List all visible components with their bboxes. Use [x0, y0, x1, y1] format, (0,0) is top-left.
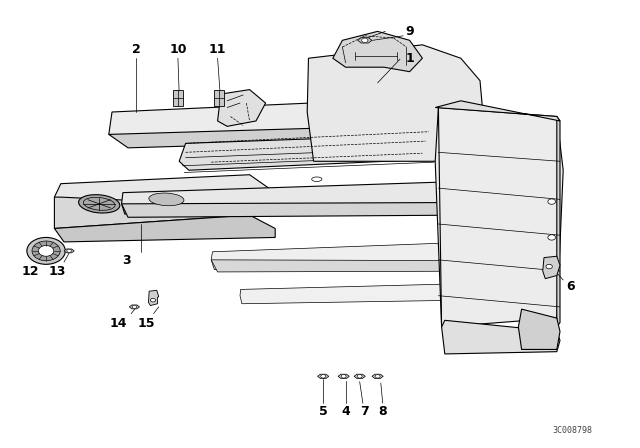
Polygon shape — [211, 260, 512, 272]
Polygon shape — [240, 282, 528, 304]
Text: 15: 15 — [137, 317, 155, 330]
Circle shape — [32, 241, 60, 261]
Text: 13: 13 — [49, 264, 67, 278]
Text: 1: 1 — [405, 52, 414, 65]
Circle shape — [341, 375, 346, 378]
Text: 3C008798: 3C008798 — [553, 426, 593, 435]
Text: 9: 9 — [405, 25, 414, 38]
Polygon shape — [179, 134, 454, 170]
Polygon shape — [518, 309, 560, 349]
Ellipse shape — [548, 199, 556, 204]
Polygon shape — [358, 38, 372, 43]
Text: 11: 11 — [209, 43, 227, 56]
Polygon shape — [372, 374, 383, 379]
Circle shape — [67, 249, 72, 253]
Text: 5: 5 — [319, 405, 328, 418]
Polygon shape — [317, 374, 329, 379]
Circle shape — [321, 375, 326, 378]
Circle shape — [357, 375, 362, 378]
Ellipse shape — [79, 195, 120, 213]
Text: 6: 6 — [566, 280, 575, 293]
Polygon shape — [338, 374, 349, 379]
Polygon shape — [218, 90, 266, 126]
Polygon shape — [442, 320, 560, 354]
Text: 8: 8 — [378, 405, 387, 418]
Polygon shape — [214, 90, 224, 106]
Polygon shape — [333, 31, 422, 72]
Polygon shape — [211, 241, 512, 270]
Polygon shape — [109, 125, 435, 148]
Ellipse shape — [546, 264, 552, 269]
Polygon shape — [122, 202, 477, 217]
Ellipse shape — [150, 298, 156, 302]
Circle shape — [38, 246, 54, 256]
Text: 12: 12 — [22, 264, 40, 278]
Polygon shape — [435, 108, 563, 327]
Polygon shape — [54, 197, 253, 228]
Polygon shape — [129, 305, 140, 309]
Polygon shape — [435, 101, 560, 121]
Ellipse shape — [312, 177, 322, 181]
Polygon shape — [307, 45, 483, 161]
Text: 7: 7 — [360, 405, 369, 418]
Circle shape — [27, 237, 65, 264]
Polygon shape — [543, 256, 560, 279]
Polygon shape — [54, 215, 275, 242]
Polygon shape — [557, 116, 560, 327]
Text: 2: 2 — [132, 43, 141, 56]
Text: 10: 10 — [169, 43, 187, 56]
Polygon shape — [54, 175, 275, 206]
Polygon shape — [148, 290, 159, 306]
Polygon shape — [64, 249, 74, 253]
Circle shape — [132, 306, 137, 308]
Circle shape — [375, 375, 380, 378]
Ellipse shape — [548, 235, 556, 240]
Polygon shape — [122, 181, 477, 214]
Polygon shape — [109, 99, 435, 139]
Text: 3: 3 — [122, 254, 131, 267]
Text: 4: 4 — [341, 405, 350, 418]
Polygon shape — [354, 374, 365, 379]
Text: 14: 14 — [109, 317, 127, 330]
Polygon shape — [173, 90, 183, 106]
Ellipse shape — [149, 193, 184, 206]
Circle shape — [362, 38, 368, 43]
